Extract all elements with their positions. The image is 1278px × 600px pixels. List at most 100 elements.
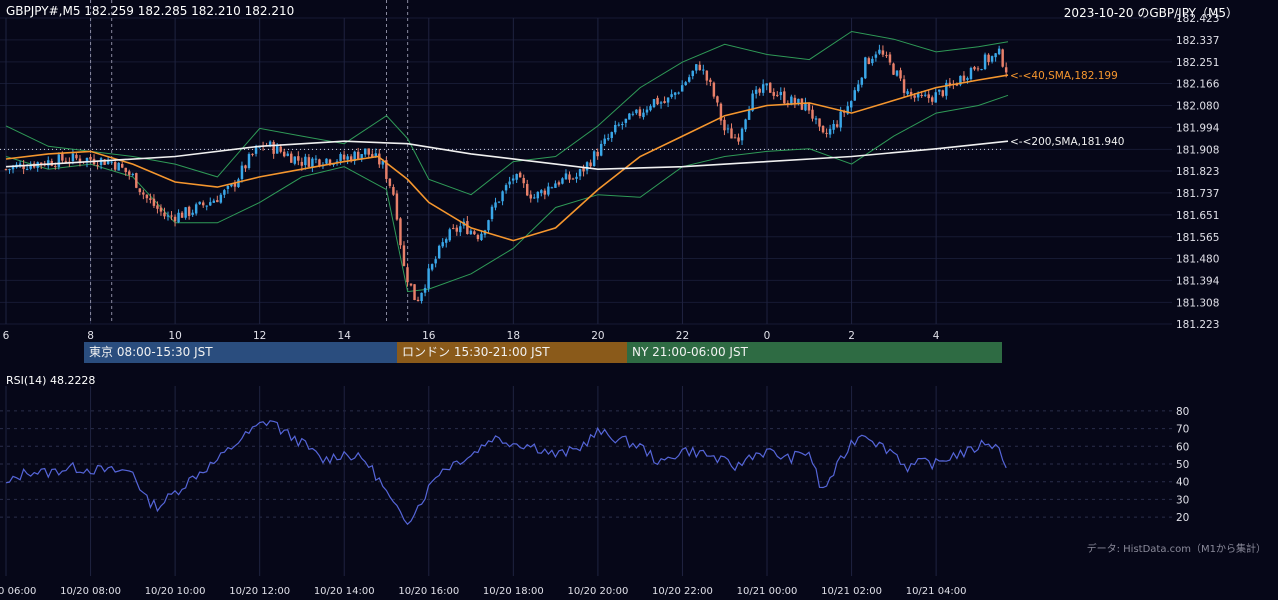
candle-body xyxy=(363,148,367,155)
candle-body xyxy=(25,168,29,170)
candle-body xyxy=(452,228,455,230)
candle-body xyxy=(152,198,156,206)
candle-body xyxy=(251,153,254,155)
candle-body xyxy=(628,113,631,120)
candle-body xyxy=(430,264,434,270)
candle-body xyxy=(800,98,804,110)
candle-body xyxy=(994,53,997,58)
candle-body xyxy=(969,67,973,80)
candle-body xyxy=(927,94,930,99)
candle-body xyxy=(997,48,1001,55)
candle-body xyxy=(980,69,983,71)
candle-body xyxy=(131,174,135,176)
candle-body xyxy=(216,200,219,203)
candle-body xyxy=(297,156,300,161)
candle-body xyxy=(395,193,399,220)
candle-body xyxy=(240,165,244,180)
candle-body xyxy=(705,70,709,81)
candle-body xyxy=(8,169,11,171)
candle-body xyxy=(881,50,885,55)
candles-group xyxy=(4,44,1008,304)
candle-body xyxy=(480,233,483,241)
candle-body xyxy=(804,102,807,111)
rsi-time-axis-tick-label: 10/20 08:00 xyxy=(60,586,121,597)
candle-body xyxy=(733,137,737,139)
sma200-annotation: <-<200,SMA,181.940 xyxy=(1010,136,1124,148)
rsi-indicator-label: RSI(14) 48.2228 xyxy=(6,374,96,387)
candle-body xyxy=(325,158,328,164)
price-grid: 182.423 182.337 182.251 182.166 182.080 181.9… xyxy=(0,0,1220,342)
candle-body xyxy=(47,160,50,166)
candle-body xyxy=(427,268,430,289)
candle-body xyxy=(635,109,638,114)
candle-body xyxy=(399,218,402,246)
candle-body xyxy=(166,215,170,217)
candle-body xyxy=(902,79,906,93)
candle-body xyxy=(751,93,754,111)
candle-body xyxy=(557,182,561,185)
candle-body xyxy=(737,137,740,142)
candle-body xyxy=(835,124,839,127)
sma40-line xyxy=(5,74,1009,242)
candle-body xyxy=(617,124,621,126)
candle-body xyxy=(409,283,413,286)
candle-body xyxy=(314,158,318,160)
candle-body xyxy=(110,161,113,163)
candle-body xyxy=(793,97,797,104)
upper-band-line xyxy=(5,30,1009,196)
chart-title: 2023-10-20 のGBP/JPY（M5） xyxy=(1063,6,1238,20)
candle-body xyxy=(839,111,842,128)
candle-body xyxy=(135,173,138,188)
candle-body xyxy=(275,145,279,154)
candle-body xyxy=(113,162,117,170)
candle-body xyxy=(564,173,568,180)
candle-body xyxy=(120,163,124,168)
price-axis-tick-label: 182.080 xyxy=(1176,100,1219,112)
candle-body xyxy=(596,151,599,157)
candle-body xyxy=(117,162,120,171)
candle-body xyxy=(177,212,180,223)
candle-body xyxy=(603,138,606,144)
candle-body xyxy=(339,154,342,161)
candle-body xyxy=(744,119,747,130)
candle-body xyxy=(272,141,275,154)
rsi-axis-tick-label: 50 xyxy=(1176,459,1189,471)
candle-body xyxy=(459,226,462,233)
candle-body xyxy=(201,202,205,206)
candle-body xyxy=(811,109,814,119)
candle-body xyxy=(575,176,578,179)
candle-body xyxy=(888,54,892,63)
candle-body xyxy=(582,168,585,172)
candle-body xyxy=(540,190,543,194)
candle-body xyxy=(54,166,57,168)
candle-body xyxy=(57,154,61,167)
price-axis-tick-label: 181.737 xyxy=(1176,188,1219,200)
candle-body xyxy=(846,106,849,114)
price-axis-tick-label: 181.565 xyxy=(1176,232,1219,244)
candle-body xyxy=(547,186,550,195)
candle-body xyxy=(469,230,473,235)
candle-body xyxy=(504,185,508,191)
time-axis-tick-label: 10 xyxy=(168,330,181,342)
candle-body xyxy=(515,173,518,180)
candle-body xyxy=(402,245,406,266)
candle-body xyxy=(973,66,976,70)
candle-body xyxy=(71,153,75,162)
candle-body xyxy=(378,153,381,165)
time-axis-tick-label: 8 xyxy=(87,330,94,342)
candle-body xyxy=(832,123,835,130)
candle-body xyxy=(18,163,22,166)
candle-body xyxy=(726,128,730,130)
candle-body xyxy=(522,177,525,184)
candle-body xyxy=(941,90,945,97)
candle-body xyxy=(279,146,282,152)
price-axis-tick-label: 182.251 xyxy=(1176,57,1219,69)
price-axis-tick-label: 181.994 xyxy=(1176,122,1220,134)
rsi-time-axis-tick-label: 10/21 04:00 xyxy=(906,586,967,597)
time-axis-tick-label: 22 xyxy=(676,330,689,342)
candle-body xyxy=(536,191,540,199)
candle-body xyxy=(797,98,800,104)
candle-body xyxy=(96,165,99,167)
candle-body xyxy=(293,156,297,164)
